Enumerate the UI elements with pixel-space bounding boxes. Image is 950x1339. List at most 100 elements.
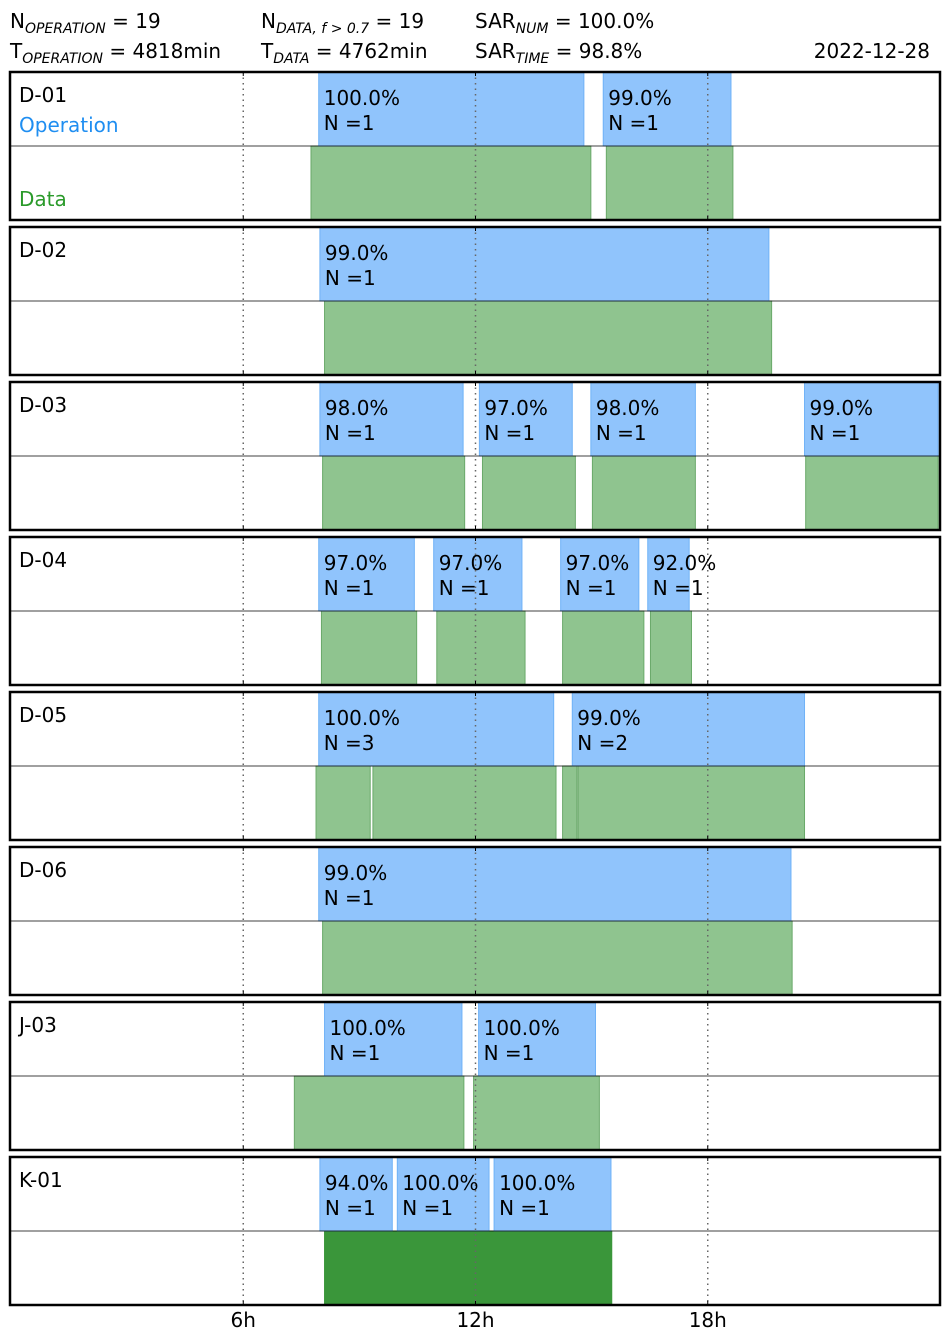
operation-percent-label: 99.0% [577, 706, 641, 730]
data-bar [322, 455, 466, 531]
operation-percent-label: 100.0% [330, 1016, 406, 1040]
device-name: J-03 [17, 1013, 57, 1037]
header-stats: NOPERATION = 19 NDATA, f > 0.7 = 19 SARN… [9, 9, 930, 67]
data-bar [562, 610, 645, 686]
operation-percent-label: 100.0% [402, 1171, 478, 1195]
operation-percent-label: 97.0% [566, 551, 630, 575]
device-panels: 100.0%N =199.0%N =1D-01OperationData99.0… [8, 70, 942, 1307]
operation-count-label: N =1 [402, 1196, 453, 1220]
operation-bar [318, 846, 792, 922]
data-bar [473, 1075, 600, 1151]
data-bar [324, 300, 773, 376]
operation-count-label: N =1 [439, 576, 490, 600]
legend-operation: Operation [19, 113, 119, 137]
operation-percent-label: 99.0% [810, 396, 874, 420]
x-tick-label: 12h [456, 1308, 494, 1332]
data-bar [481, 455, 576, 531]
sar-time-stat: SARTIME = 98.8% [475, 39, 642, 67]
x-axis-ticks: 6h 12h 18h [231, 1308, 727, 1332]
data-bar [436, 610, 526, 686]
operation-count-label: N =1 [324, 886, 375, 910]
operation-count-label: N =2 [577, 731, 628, 755]
operation-count-label: N =1 [653, 576, 704, 600]
device-name: K-01 [19, 1168, 63, 1192]
operation-count-label: N =1 [566, 576, 617, 600]
data-bar [649, 610, 692, 686]
operation-percent-label: 97.0% [484, 396, 548, 420]
operation-bar [493, 1156, 612, 1232]
n-data-stat: NDATA, f > 0.7 = 19 [261, 9, 424, 37]
data-bar [577, 765, 806, 841]
panel-frame [8, 1000, 942, 1152]
data-bar [320, 610, 418, 686]
device-name: D-03 [19, 393, 67, 417]
operation-percent-label: 99.0% [325, 241, 389, 265]
operation-count-label: N =1 [330, 1041, 381, 1065]
operation-bar [324, 1001, 463, 1077]
operation-count-label: N =1 [324, 111, 375, 135]
panel-frame [8, 1155, 942, 1307]
data-bar [310, 145, 592, 221]
panel-frame [8, 690, 942, 842]
operation-bar [319, 1156, 393, 1232]
operation-percent-label: 98.0% [325, 396, 389, 420]
data-bar [562, 765, 578, 841]
operation-count-label: N =1 [499, 1196, 550, 1220]
data-bar [372, 765, 557, 841]
operation-percent-label: 94.0% [325, 1171, 389, 1195]
data-bar [315, 765, 371, 841]
operation-count-label: N =1 [325, 1196, 376, 1220]
operation-percent-label: 100.0% [324, 86, 400, 110]
operation-count-label: N =1 [325, 266, 376, 290]
operation-bar [319, 226, 770, 302]
device-name: D-05 [19, 703, 67, 727]
operation-bar [571, 691, 806, 767]
data-bar [324, 1230, 613, 1306]
operation-bar [318, 536, 415, 612]
operation-percent-label: 100.0% [484, 1016, 560, 1040]
panel-frame [8, 70, 942, 222]
device-name: D-06 [19, 858, 67, 882]
panel-frame [8, 225, 942, 377]
operation-bar [602, 71, 732, 147]
operation-percent-label: 92.0% [653, 551, 717, 575]
data-bar [591, 455, 696, 531]
operation-count-label: N =1 [325, 421, 376, 445]
operation-count-label: N =1 [810, 421, 861, 445]
operation-bar [318, 691, 555, 767]
device-name: D-04 [19, 548, 67, 572]
panel-frame [8, 380, 942, 532]
sar-num-stat: SARNUM = 100.0% [475, 9, 654, 37]
t-operation-stat: TOPERATION = 4818min [9, 39, 221, 67]
operation-count-label: N =1 [484, 421, 535, 445]
legend-data: Data [19, 187, 67, 211]
panel-d-04: 97.0%N =197.0%N =197.0%N =192.0%N =1D-04 [8, 535, 942, 687]
data-bar [805, 455, 939, 531]
x-tick-label: 18h [689, 1308, 727, 1332]
operation-count-label: N =1 [324, 576, 375, 600]
operation-percent-label: 100.0% [499, 1171, 575, 1195]
panel-d-03: 98.0%N =197.0%N =198.0%N =199.0%N =1D-03 [8, 380, 942, 532]
t-data-stat: TDATA = 4762min [260, 39, 428, 67]
operation-percent-label: 99.0% [608, 86, 672, 110]
n-operation-stat: NOPERATION = 19 [10, 9, 161, 37]
operation-percent-label: 99.0% [324, 861, 388, 885]
operation-count-label: N =1 [596, 421, 647, 445]
data-bar [293, 1075, 465, 1151]
chart-date: 2022-12-28 [814, 39, 930, 63]
x-tick-label: 6h [231, 1308, 256, 1332]
operation-percent-label: 97.0% [324, 551, 388, 575]
operation-bar [318, 71, 585, 147]
panel-d-06: 99.0%N =1 D-06 [8, 845, 942, 997]
panel-frame [8, 845, 942, 997]
panel-d-05: 100.0%N =3 99.0%N =2 D-05 [8, 690, 942, 842]
operation-count-label: N =3 [324, 731, 375, 755]
data-bar [322, 920, 793, 996]
device-name: D-01 [19, 83, 67, 107]
operation-bar [478, 1001, 596, 1077]
operation-bar [433, 536, 523, 612]
